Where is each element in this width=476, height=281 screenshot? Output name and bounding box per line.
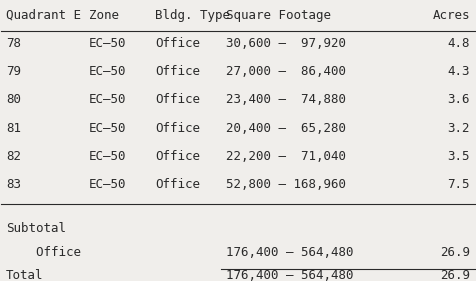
- Text: 30,600 –  97,920: 30,600 – 97,920: [226, 37, 346, 50]
- Text: Office: Office: [155, 37, 200, 50]
- Text: Acres: Acres: [432, 8, 470, 22]
- Text: EC–50: EC–50: [89, 94, 127, 106]
- Text: Office: Office: [6, 246, 81, 259]
- Text: 80: 80: [6, 94, 21, 106]
- Text: EC–50: EC–50: [89, 65, 127, 78]
- Text: 26.9: 26.9: [440, 246, 470, 259]
- Text: 20,400 –  65,280: 20,400 – 65,280: [226, 122, 346, 135]
- Text: 79: 79: [6, 65, 21, 78]
- Text: Zone: Zone: [89, 8, 119, 22]
- Text: 52,800 – 168,960: 52,800 – 168,960: [226, 178, 346, 191]
- Text: 26.9: 26.9: [440, 269, 470, 281]
- Text: 176,400 – 564,480: 176,400 – 564,480: [226, 246, 354, 259]
- Text: EC–50: EC–50: [89, 178, 127, 191]
- Text: EC–50: EC–50: [89, 150, 127, 163]
- Text: 176,400 – 564,480: 176,400 – 564,480: [226, 269, 354, 281]
- Text: Office: Office: [155, 65, 200, 78]
- Text: 7.5: 7.5: [447, 178, 470, 191]
- Text: 3.6: 3.6: [447, 94, 470, 106]
- Text: Square Footage: Square Footage: [226, 8, 331, 22]
- Text: Subtotal: Subtotal: [6, 221, 66, 235]
- Text: Office: Office: [155, 94, 200, 106]
- Text: 4.3: 4.3: [447, 65, 470, 78]
- Text: 3.2: 3.2: [447, 122, 470, 135]
- Text: Office: Office: [155, 150, 200, 163]
- Text: Quadrant E: Quadrant E: [6, 8, 81, 22]
- Text: Total: Total: [6, 269, 44, 281]
- Text: Office: Office: [155, 178, 200, 191]
- Text: 82: 82: [6, 150, 21, 163]
- Text: EC–50: EC–50: [89, 37, 127, 50]
- Text: 22,200 –  71,040: 22,200 – 71,040: [226, 150, 346, 163]
- Text: 81: 81: [6, 122, 21, 135]
- Text: 4.8: 4.8: [447, 37, 470, 50]
- Text: 83: 83: [6, 178, 21, 191]
- Text: 78: 78: [6, 37, 21, 50]
- Text: Office: Office: [155, 122, 200, 135]
- Text: 3.5: 3.5: [447, 150, 470, 163]
- Text: 23,400 –  74,880: 23,400 – 74,880: [226, 94, 346, 106]
- Text: Bldg. Type: Bldg. Type: [155, 8, 230, 22]
- Text: 27,000 –  86,400: 27,000 – 86,400: [226, 65, 346, 78]
- Text: EC–50: EC–50: [89, 122, 127, 135]
